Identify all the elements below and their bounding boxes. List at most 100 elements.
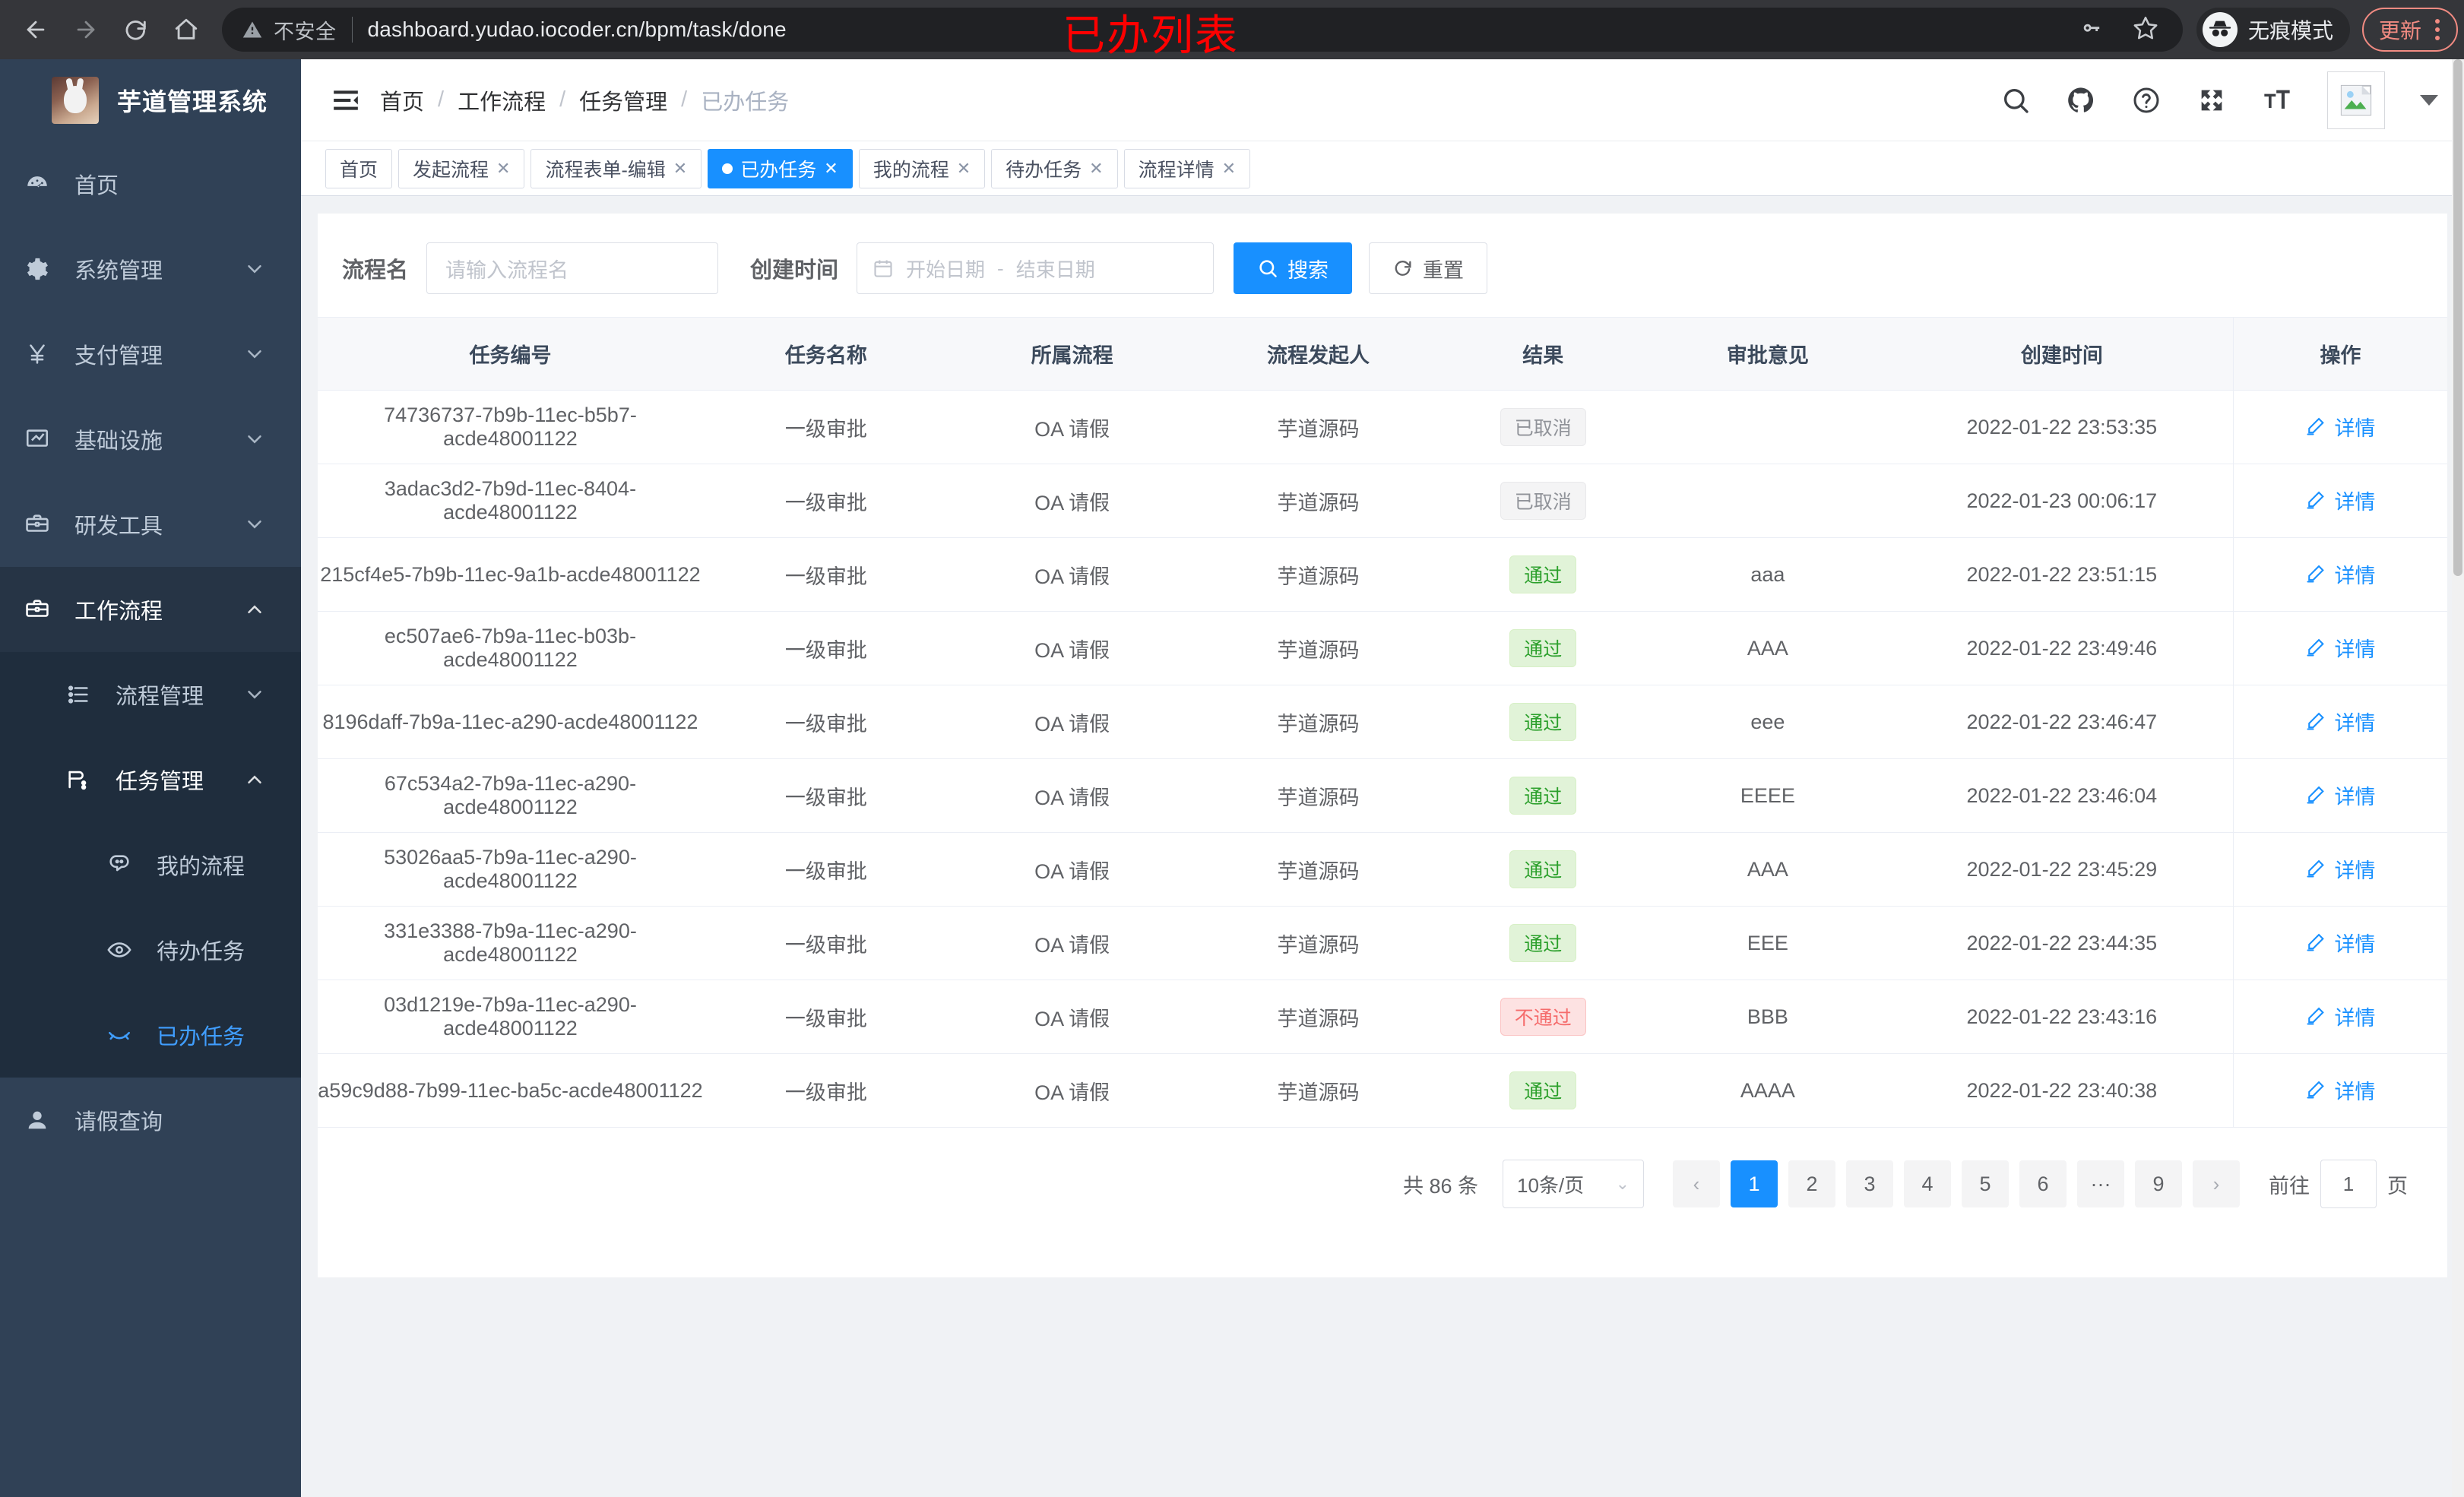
sidebar-item-my-process[interactable]: 我的流程 — [0, 822, 301, 907]
pagination-page-3[interactable]: 3 — [1846, 1160, 1893, 1207]
back-arrow-icon[interactable] — [11, 5, 61, 55]
process-name-input[interactable]: 请输入流程名 — [426, 242, 719, 294]
pagination-page-5[interactable]: 5 — [1962, 1160, 2009, 1207]
chevron-down-icon[interactable] — [2420, 94, 2438, 106]
close-icon[interactable]: ✕ — [824, 158, 838, 178]
status-badge: 通过 — [1509, 629, 1577, 667]
detail-button[interactable]: 详情 — [2305, 1075, 2375, 1105]
pagination-page-9[interactable]: 9 — [2135, 1160, 2182, 1207]
avatar[interactable] — [2327, 71, 2385, 129]
key-icon[interactable] — [2079, 14, 2105, 46]
brand-logo-icon — [52, 77, 99, 124]
incognito-indicator[interactable]: 无痕模式 — [2196, 8, 2350, 52]
close-icon[interactable]: ✕ — [673, 158, 688, 178]
active-tab-dot-icon — [722, 163, 733, 174]
brand[interactable]: 芋道管理系统 — [0, 59, 301, 141]
reset-button[interactable]: 重置 — [1369, 242, 1488, 294]
pagination-page-4[interactable]: 4 — [1904, 1160, 1951, 1207]
font-size-icon[interactable] — [2262, 85, 2292, 116]
avatar-image — [2340, 84, 2372, 116]
help-icon[interactable] — [2131, 85, 2162, 116]
breadcrumb-item[interactable]: 首页 — [380, 90, 425, 115]
table-row: 74736737-7b9b-11ec-b5b7-acde48001122 一级审批… — [318, 390, 2447, 464]
scrollbar-thumb[interactable] — [2453, 59, 2462, 576]
sidebar-item-workflow[interactable]: 工作流程 — [0, 567, 301, 652]
close-icon[interactable]: ✕ — [956, 158, 971, 178]
forward-arrow-icon[interactable] — [61, 5, 111, 55]
sidebar-item-todo-task[interactable]: 待办任务 — [0, 907, 301, 992]
sidebar-item-pay[interactable]: 支付管理 — [0, 312, 301, 397]
detail-button[interactable]: 详情 — [2305, 486, 2375, 515]
github-icon[interactable] — [2066, 85, 2096, 116]
breadcrumb-item[interactable]: 任务管理 — [579, 90, 668, 115]
cell-task-name: 一级审批 — [702, 611, 949, 685]
chevron-down-icon — [248, 435, 261, 444]
sidebar-item-leave-query[interactable]: 请假查询 — [0, 1078, 301, 1163]
tab-home[interactable]: 首页 — [325, 148, 393, 188]
update-button[interactable]: 更新 — [2361, 8, 2458, 52]
detail-button[interactable]: 详情 — [2305, 633, 2375, 663]
browser-toolbar: 不安全 dashboard.yudao.iocoder.cn/bpm/task/… — [0, 0, 2464, 59]
close-icon[interactable]: ✕ — [1089, 158, 1104, 178]
breadcrumb-item[interactable]: 工作流程 — [458, 90, 546, 115]
tab-my-process[interactable]: 我的流程 ✕ — [858, 148, 986, 188]
table-row: ec507ae6-7b9a-11ec-b03b-acde48001122 一级审批… — [318, 611, 2447, 685]
search-button[interactable]: 搜索 — [1234, 242, 1353, 294]
pagination-prev-button[interactable]: ‹ — [1673, 1160, 1720, 1207]
detail-button[interactable]: 详情 — [2305, 412, 2375, 442]
sidebar-item-task-management[interactable]: 任务管理 — [0, 737, 301, 822]
process-name-placeholder: 请输入流程名 — [445, 258, 569, 282]
detail-label: 详情 — [2334, 1006, 2376, 1030]
cell-initiator: 芋道源码 — [1195, 464, 1442, 538]
page-scrollbar[interactable] — [2452, 59, 2464, 1497]
sidebar-item-process-management[interactable]: 流程管理 — [0, 652, 301, 737]
tab-label: 流程详情 — [1138, 159, 1215, 181]
status-badge: 已取消 — [1500, 408, 1586, 446]
home-icon[interactable] — [161, 5, 211, 55]
detail-button[interactable]: 详情 — [2305, 854, 2375, 884]
pagination-next-button[interactable]: › — [2193, 1160, 2240, 1207]
detail-label: 详情 — [2334, 490, 2376, 514]
pagination-page-1[interactable]: 1 — [1731, 1160, 1778, 1207]
sidebar-item-system[interactable]: 系统管理 — [0, 226, 301, 312]
hamburger-icon[interactable] — [301, 86, 380, 115]
cell-comment: AAA — [1644, 832, 1891, 907]
sidebar-item-done-task[interactable]: 已办任务 — [0, 992, 301, 1078]
cell-create-time: 2022-01-22 23:44:35 — [1890, 906, 2234, 980]
detail-button[interactable]: 详情 — [2305, 928, 2375, 957]
sidebar-item-home[interactable]: 首页 — [0, 141, 301, 226]
pagination-jump-input[interactable]: 1 — [2320, 1160, 2377, 1208]
status-badge: 通过 — [1509, 850, 1577, 888]
pagination-total: 共 86 条 — [1402, 1174, 1478, 1198]
pagination-page-6[interactable]: 6 — [2019, 1160, 2067, 1207]
breadcrumb-separator: / — [559, 87, 566, 112]
address-bar[interactable]: 不安全 dashboard.yudao.iocoder.cn/bpm/task/… — [222, 8, 2183, 52]
search-icon[interactable] — [2000, 85, 2031, 116]
pagination-page-···[interactable]: ··· — [2077, 1160, 2124, 1207]
main-card: 流程名 请输入流程名 创建时间 开始日期 - 结束日期 搜索 重置 — [318, 214, 2447, 1277]
star-icon[interactable] — [2133, 14, 2158, 46]
close-icon[interactable]: ✕ — [496, 158, 511, 178]
detail-button[interactable]: 详情 — [2305, 1002, 2375, 1031]
reload-icon[interactable] — [111, 5, 161, 55]
tab-start-process[interactable]: 发起流程 ✕ — [398, 148, 525, 188]
detail-button[interactable]: 详情 — [2305, 559, 2375, 589]
close-icon[interactable]: ✕ — [1221, 158, 1237, 178]
cell-comment — [1644, 390, 1891, 464]
detail-button[interactable]: 详情 — [2305, 780, 2375, 810]
incognito-label: 无痕模式 — [2247, 19, 2333, 43]
sidebar-item-devtools[interactable]: 研发工具 — [0, 482, 301, 567]
page-size-select[interactable]: 10条/页 ⌄ — [1503, 1160, 1644, 1208]
table-row: 3adac3d2-7b9d-11ec-8404-acde48001122 一级审批… — [318, 464, 2447, 538]
create-time-range-picker[interactable]: 开始日期 - 结束日期 — [857, 242, 1215, 294]
sidebar-item-infrastructure[interactable]: 基础设施 — [0, 397, 301, 482]
tab-process-form-edit[interactable]: 流程表单-编辑 ✕ — [530, 148, 702, 188]
tab-process-detail[interactable]: 流程详情 ✕ — [1123, 148, 1251, 188]
detail-button[interactable]: 详情 — [2305, 707, 2375, 736]
status-badge: 通过 — [1509, 1071, 1577, 1109]
fullscreen-icon[interactable] — [2196, 85, 2227, 116]
tab-done-task[interactable]: 已办任务 ✕ — [708, 148, 853, 188]
tab-todo-task[interactable]: 待办任务 ✕ — [991, 148, 1118, 188]
pagination-page-2[interactable]: 2 — [1788, 1160, 1835, 1207]
kebab-menu-icon[interactable] — [2429, 19, 2446, 40]
